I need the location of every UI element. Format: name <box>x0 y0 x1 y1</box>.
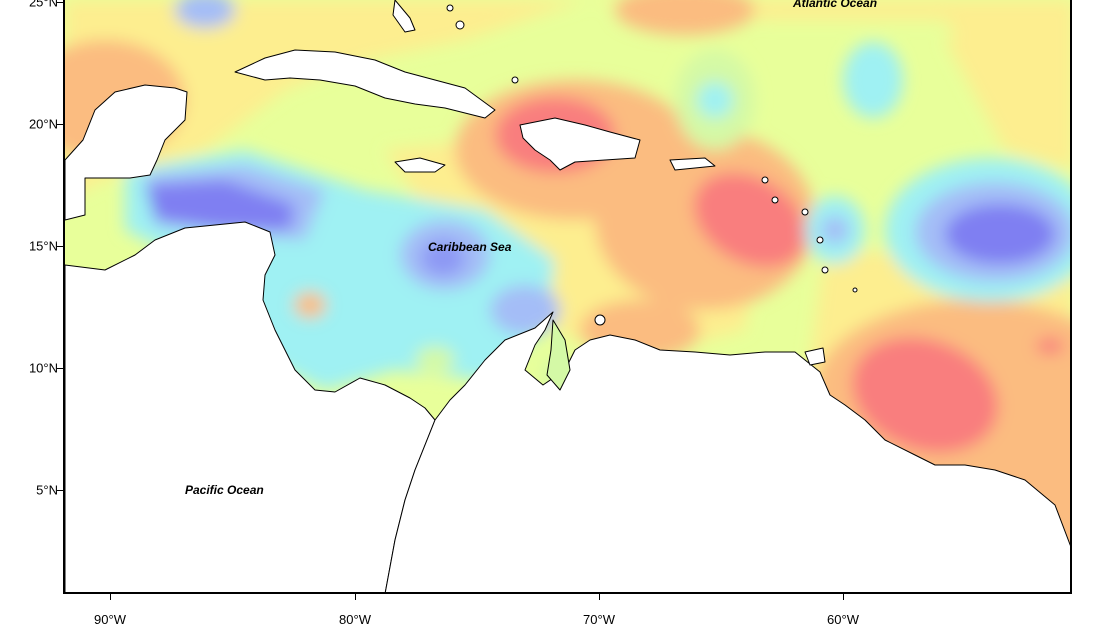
island-dot-9 <box>852 287 858 293</box>
blue-zone-5 <box>821 216 849 244</box>
lon-label-70: 70°W <box>583 612 615 627</box>
lat-label-10: 10°N <box>28 360 58 376</box>
lat-tick-25 <box>57 2 63 3</box>
landmass-yucatan <box>65 84 188 221</box>
lat-label-25: 25°N <box>28 0 58 10</box>
map-frame <box>63 0 1072 594</box>
caribbean-sea-label: Caribbean Sea <box>428 240 512 254</box>
island-dot-8 <box>821 266 829 274</box>
island-dot-7 <box>816 236 824 244</box>
caribbean-anomaly-map <box>65 0 1070 592</box>
lon-tick-70 <box>599 594 600 600</box>
lon-label-80: 80°W <box>339 612 371 627</box>
island-dot-1 <box>446 4 454 12</box>
lat-label-15: 15°N <box>28 238 58 254</box>
lon-tick-60 <box>843 594 844 600</box>
landmass-florida <box>392 0 416 33</box>
island-dot-6 <box>801 208 809 216</box>
landmass-puerto-rico <box>669 157 716 171</box>
lon-tick-90 <box>110 594 111 600</box>
island-dot-2 <box>455 20 465 30</box>
blue-zone-6 <box>175 0 235 28</box>
lat-label-5: 5°N <box>36 482 58 498</box>
darkblue-zone-2 <box>145 180 295 230</box>
landmass-jamaica <box>394 157 446 173</box>
landmass-lake-maracaibo <box>546 319 571 391</box>
island-dot-3 <box>511 76 519 84</box>
pacific-ocean-label: Pacific Ocean <box>185 483 264 497</box>
darkblue-zone-1 <box>945 204 1055 264</box>
yellow-zone <box>65 0 1070 200</box>
lat-tick-10 <box>57 368 63 369</box>
lon-tick-80 <box>355 594 356 600</box>
island-dot-10 <box>594 314 606 326</box>
cyan-zone-2 <box>697 82 733 118</box>
red-zone-3 <box>852 337 998 453</box>
lat-label-20: 20°N <box>28 116 58 132</box>
landmass-hispaniola <box>519 117 641 171</box>
atlantic-ocean-label: Atlantic Ocean <box>793 0 878 10</box>
island-dot-4 <box>761 176 769 184</box>
orange-zone-small <box>294 292 326 318</box>
lat-tick-15 <box>57 246 63 247</box>
lon-label-60: 60°W <box>827 612 859 627</box>
lat-tick-20 <box>57 124 63 125</box>
landmass-trinidad <box>804 347 826 366</box>
orange-zone-7 <box>615 0 755 35</box>
red-zone-4 <box>1036 338 1064 354</box>
cyan-zone-6 <box>415 346 455 374</box>
cyan-zone-1 <box>843 42 903 118</box>
small-islands <box>446 4 858 326</box>
yellow-zone-4 <box>945 1 1070 169</box>
landmass-cuba <box>234 49 496 119</box>
darkblue-zone-3 <box>421 240 465 276</box>
lon-label-90: 90°W <box>94 612 126 627</box>
lat-tick-5 <box>57 490 63 491</box>
blue-zone-4 <box>490 285 560 335</box>
red-zone-2 <box>693 172 807 268</box>
land <box>65 0 1070 592</box>
island-dot-5 <box>771 196 779 204</box>
